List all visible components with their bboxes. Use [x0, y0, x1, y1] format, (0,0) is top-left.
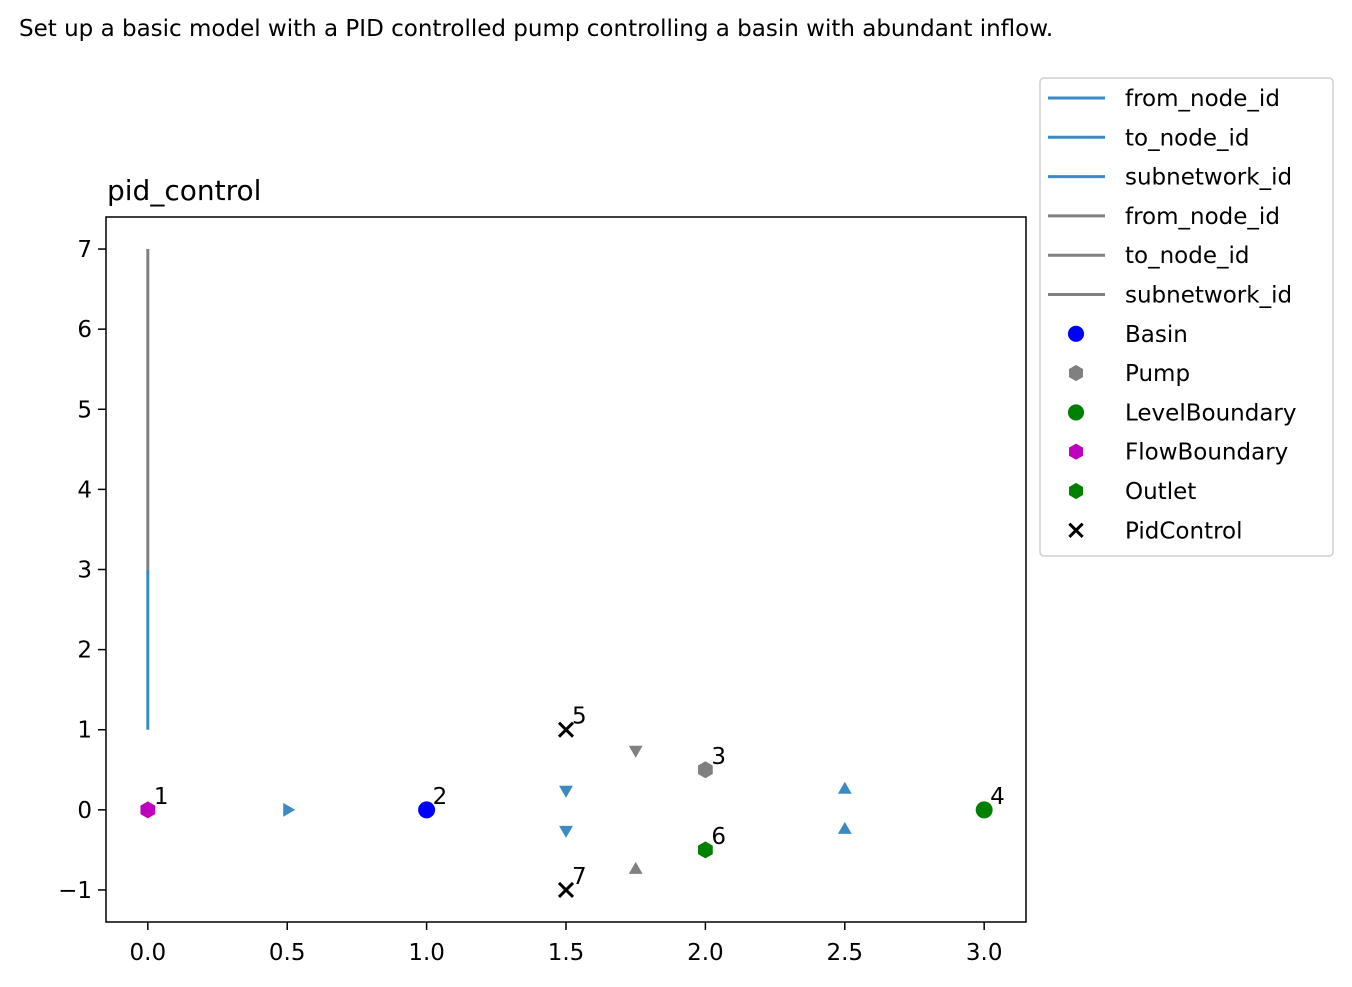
node-label-7: 7 [572, 864, 587, 890]
y-axis: −1 0 1 2 3 4 5 6 7 [58, 237, 106, 904]
legend-box [1039, 77, 1334, 557]
y-tick-label: −1 [58, 878, 92, 904]
node-markers: 1 2 3 4 5 6 7 [140, 704, 1005, 899]
legend-marker-swatch [1069, 365, 1083, 382]
edge-arrow-marker [628, 861, 643, 874]
legend-label: to_node_id [1125, 243, 1249, 269]
x-tick-label: 2.5 [826, 940, 863, 966]
legend-marker-swatch [1069, 482, 1083, 500]
legend-label: from_node_id [1125, 86, 1280, 112]
x-tick-label: 3.0 [966, 940, 1003, 966]
figure-caption: Set up a basic model with a PID controll… [19, 16, 1054, 42]
legend-label: LevelBoundary [1125, 400, 1296, 426]
node-label-1: 1 [154, 784, 169, 810]
legend-marker-swatch [1068, 522, 1084, 539]
legend-label: Pump [1125, 361, 1190, 387]
x-tick-label: 0.0 [130, 940, 167, 966]
y-tick-label: 2 [77, 638, 92, 664]
y-tick-label: 5 [77, 397, 92, 423]
y-tick-label: 4 [77, 477, 92, 503]
y-tick-label: 1 [77, 718, 92, 744]
plot-area [105, 216, 1027, 923]
edge-arrow-marker [559, 785, 573, 798]
node-marker-1 [140, 801, 156, 819]
x-tick-label: 0.5 [269, 940, 306, 966]
legend-label: FlowBoundary [1125, 440, 1288, 466]
edge-arrow-marker [283, 802, 296, 817]
node-marker-5 [557, 721, 575, 738]
node-label-3: 3 [711, 744, 726, 770]
legend-label: Basin [1125, 322, 1188, 348]
node-label-5: 5 [572, 704, 587, 730]
x-tick-label: 1.5 [548, 940, 585, 966]
legend-marker-swatch [1067, 325, 1085, 342]
y-tick-label: 0 [77, 798, 92, 824]
legend-label: subnetwork_id [1125, 283, 1292, 309]
legend-label: subnetwork_id [1125, 165, 1292, 191]
node-label-2: 2 [433, 784, 448, 810]
edge-arrow-marker [628, 745, 643, 758]
node-marker-7 [557, 881, 575, 899]
legend-label: PidControl [1125, 518, 1243, 544]
node-marker-6 [698, 841, 713, 859]
node-marker-2 [418, 801, 436, 819]
x-tick-label: 2.0 [687, 940, 724, 966]
edge-arrows [283, 745, 852, 874]
y-tick-label: 6 [77, 317, 92, 343]
node-label-4: 4 [990, 784, 1005, 810]
y-tick-label: 7 [77, 237, 92, 263]
legend-label: to_node_id [1125, 125, 1249, 151]
legend-label: Outlet [1125, 479, 1196, 505]
x-tick-label: 1.0 [408, 940, 445, 966]
legend: from_node_id to_node_id subnetwork_id from_… [1039, 77, 1334, 557]
legend-marker-swatch [1067, 404, 1085, 421]
legend-marker-swatch [1069, 443, 1083, 460]
edge-arrow-marker [837, 821, 852, 834]
node-marker-4 [975, 801, 993, 819]
y-tick-label: 3 [77, 558, 92, 584]
edge-arrow-marker [837, 781, 852, 794]
node-label-6: 6 [711, 824, 726, 850]
legend-label: from_node_id [1125, 204, 1280, 230]
chart-title: pid_control [107, 174, 261, 207]
edge-arrow-marker [559, 825, 573, 838]
x-axis: 0.0 0.5 1.0 1.5 2.0 2.5 3.0 [130, 922, 1003, 966]
node-marker-3 [698, 761, 713, 779]
